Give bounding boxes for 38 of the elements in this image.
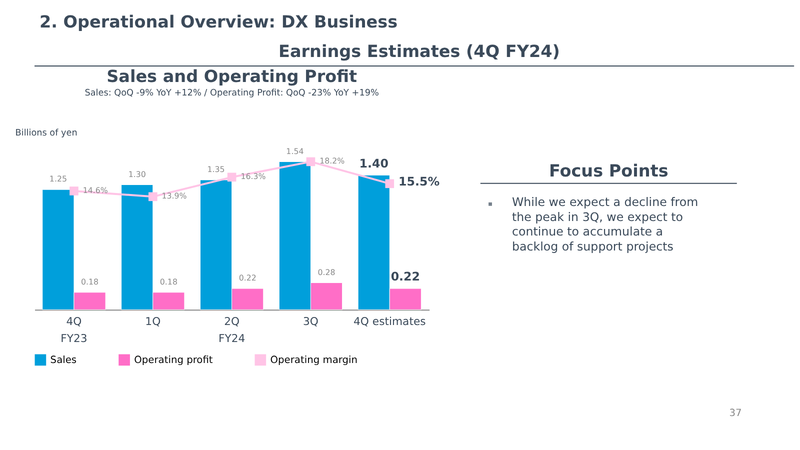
chart-subtitle: Sales: QoQ -9% YoY +12% / Operating Profit: QoQ -23% YoY +19% <box>84 88 379 99</box>
legend-label: Sales <box>50 354 77 366</box>
legend-label: Operating margin <box>270 354 358 366</box>
x-tick-label: 4Q <box>66 314 82 328</box>
data-label: 1.40 <box>359 156 388 170</box>
text: 37 <box>729 408 742 420</box>
data-label: 15.5% <box>398 174 440 189</box>
data-label: 1.30 <box>128 170 146 179</box>
point <box>227 172 236 182</box>
data-label: 16.3% <box>240 172 266 182</box>
text: Focus Points <box>548 160 668 180</box>
data-label: 0.18 <box>160 277 178 286</box>
text: While we expect a decline from the peak in 3Q, we expect to continue to accumulate a backlog of support projects <box>512 195 698 254</box>
text: Earnings Estimates (4Q FY24) <box>278 41 560 62</box>
point <box>306 157 316 166</box>
point <box>148 192 158 202</box>
data-label: 0.22 <box>390 270 420 284</box>
x-tick-label: 4Q estimates <box>354 314 426 328</box>
x-tick-label: 2Q <box>224 314 240 328</box>
data-label: 1.35 <box>207 165 225 174</box>
y-axis-title: Billions of yen <box>15 128 78 139</box>
data-label: 0.18 <box>80 277 99 286</box>
data-label: 0.28 <box>318 268 336 277</box>
x-tick-label: 1Q <box>145 314 161 328</box>
data-label: 18.2% <box>320 156 346 166</box>
chart-title: Sales and Operating Profit <box>106 66 358 86</box>
x-tick-label: 3Q <box>303 314 318 328</box>
data-label: 1.54 <box>286 146 304 156</box>
data-label: 14.6% <box>82 186 108 195</box>
text: FY24 <box>218 332 246 346</box>
legend-label: Operating profit <box>134 354 213 366</box>
text: 2. Operational Overview: DX Business <box>39 12 398 32</box>
data-label: 1.25 <box>49 174 67 184</box>
point <box>385 179 394 188</box>
text: FY23 <box>60 332 88 346</box>
point <box>70 186 78 196</box>
data-label: 13.9% <box>162 192 188 201</box>
data-label: 0.22 <box>238 274 256 283</box>
